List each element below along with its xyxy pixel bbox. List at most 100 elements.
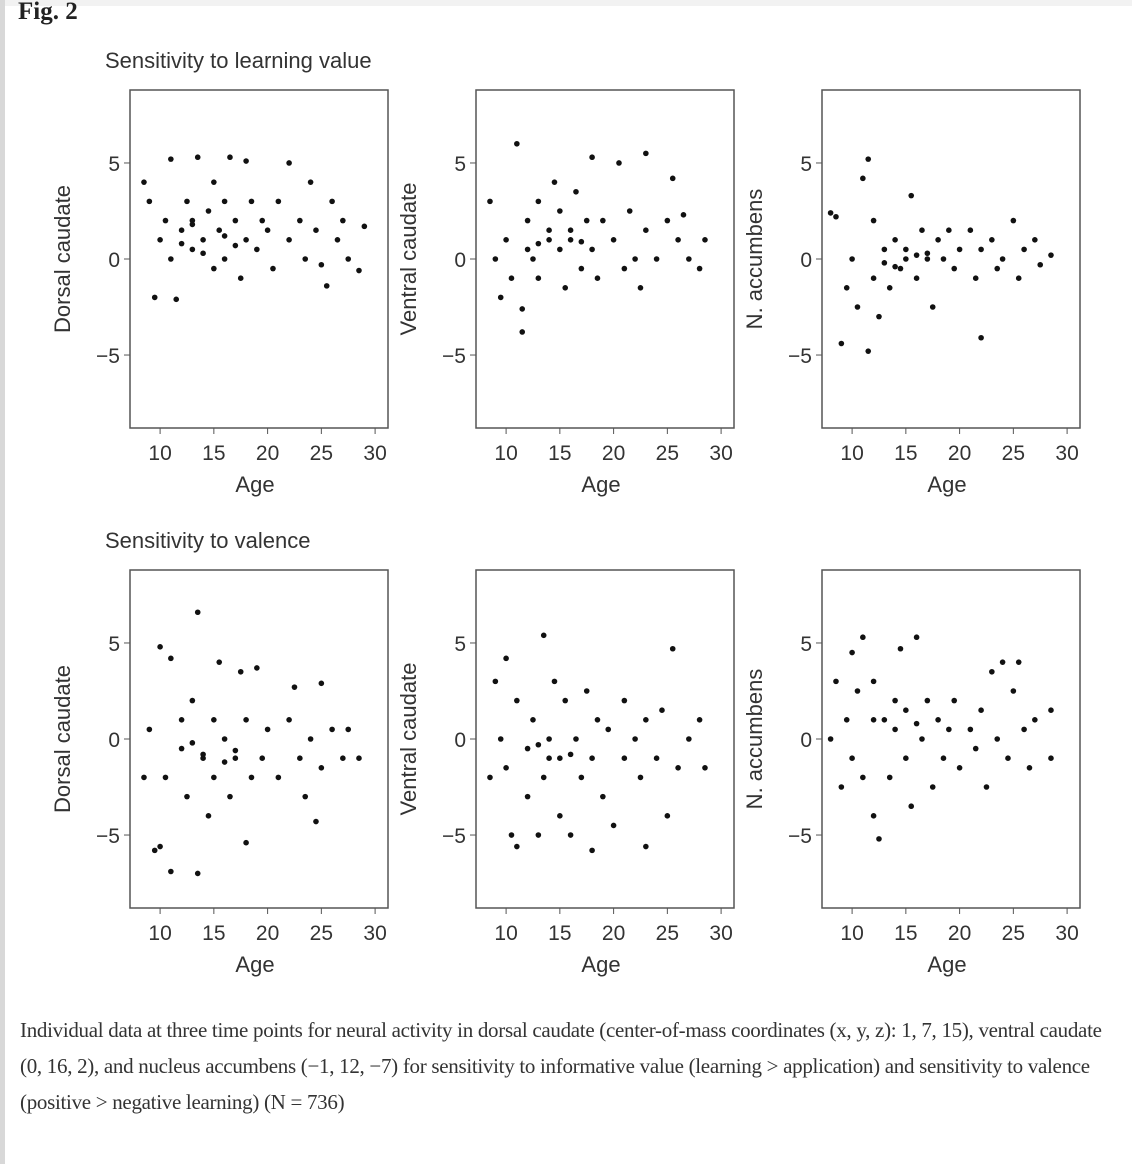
data-point [221, 233, 228, 239]
data-point [913, 275, 920, 282]
data-point [540, 774, 547, 781]
data-point [659, 707, 665, 713]
data-point [189, 697, 196, 704]
data-point [886, 774, 893, 781]
data-point [487, 774, 493, 781]
x-tick-label: 10 [148, 922, 171, 945]
data-point [275, 198, 282, 205]
data-point [946, 227, 952, 233]
data-point [334, 236, 341, 243]
data-point [696, 265, 703, 272]
plot-frame [475, 569, 735, 909]
x-tick-label: 25 [656, 922, 679, 945]
data-point [530, 716, 536, 723]
y-tick-label: −5 [96, 825, 120, 848]
x-tick-label: 15 [202, 922, 225, 945]
plot-frame [821, 569, 1081, 909]
y-tick-label: 0 [108, 729, 120, 752]
data-point [514, 697, 520, 704]
data-point [903, 755, 909, 762]
data-point [178, 745, 185, 752]
data-point [567, 236, 574, 243]
data-point [519, 306, 526, 312]
data-point [833, 213, 839, 220]
plot-frame [821, 89, 1081, 429]
data-point [1010, 217, 1017, 224]
data-point [270, 265, 276, 272]
data-point [524, 246, 531, 253]
y-axis-label: N. accumbens [742, 189, 767, 330]
data-point [653, 755, 660, 762]
data-point [669, 175, 676, 182]
data-point [168, 655, 174, 662]
data-point [243, 839, 249, 846]
data-point [983, 784, 990, 790]
data-point [302, 256, 309, 262]
data-point [1015, 275, 1022, 282]
data-point [632, 736, 638, 742]
x-tick-label: 20 [948, 442, 971, 465]
data-point [211, 179, 217, 185]
data-point [194, 154, 201, 161]
data-point [535, 741, 542, 748]
data-point [664, 217, 671, 224]
data-point [340, 755, 346, 762]
data-point [178, 716, 185, 723]
x-tick-label: 30 [363, 922, 386, 945]
x-tick-label: 25 [1002, 442, 1025, 465]
data-point [551, 179, 558, 185]
data-point [519, 329, 526, 335]
x-tick-label: 25 [656, 442, 679, 465]
data-point [1048, 707, 1054, 713]
data-point [211, 716, 217, 723]
data-point [221, 256, 228, 262]
data-point [594, 716, 601, 723]
data-point [626, 208, 633, 214]
data-point [189, 246, 196, 253]
x-tick-label: 20 [256, 442, 279, 465]
data-point [243, 716, 249, 723]
data-point [361, 223, 368, 230]
data-point [356, 267, 362, 274]
data-point [221, 759, 228, 765]
data-point [838, 784, 845, 790]
x-axis-label: Age [235, 472, 274, 497]
data-point [540, 632, 547, 639]
data-point [200, 755, 206, 762]
data-point [870, 678, 877, 685]
scatter-panel-5: 10 15 20 25 30 −5 0 5 Age N. accumbens [742, 569, 1081, 977]
data-point [530, 256, 536, 262]
data-point [200, 751, 206, 758]
data-point [686, 736, 692, 742]
data-point [535, 198, 542, 205]
data-point [546, 755, 552, 762]
data-point [189, 740, 196, 746]
data-point [827, 210, 834, 216]
x-tick-label: 10 [840, 922, 863, 945]
data-point [162, 217, 169, 224]
data-point [323, 283, 330, 289]
y-tick-label: −5 [442, 345, 466, 368]
data-point [356, 755, 362, 762]
data-point [178, 240, 185, 247]
data-point [551, 678, 558, 685]
data-point [216, 227, 223, 233]
data-point [524, 793, 531, 800]
data-point [675, 765, 681, 771]
data-point [956, 246, 963, 253]
data-point [849, 649, 855, 656]
data-point [141, 774, 147, 781]
x-tick-label: 10 [840, 442, 863, 465]
data-point [632, 256, 638, 262]
data-point [696, 716, 703, 723]
data-point [1026, 765, 1033, 771]
data-point [535, 832, 542, 838]
data-point [307, 179, 314, 185]
data-point [297, 755, 303, 762]
data-point [903, 246, 909, 253]
data-point [232, 755, 239, 762]
data-point [168, 868, 174, 875]
data-point [578, 774, 585, 781]
y-tick-label: 0 [454, 729, 466, 752]
y-tick-label: 5 [800, 153, 812, 176]
